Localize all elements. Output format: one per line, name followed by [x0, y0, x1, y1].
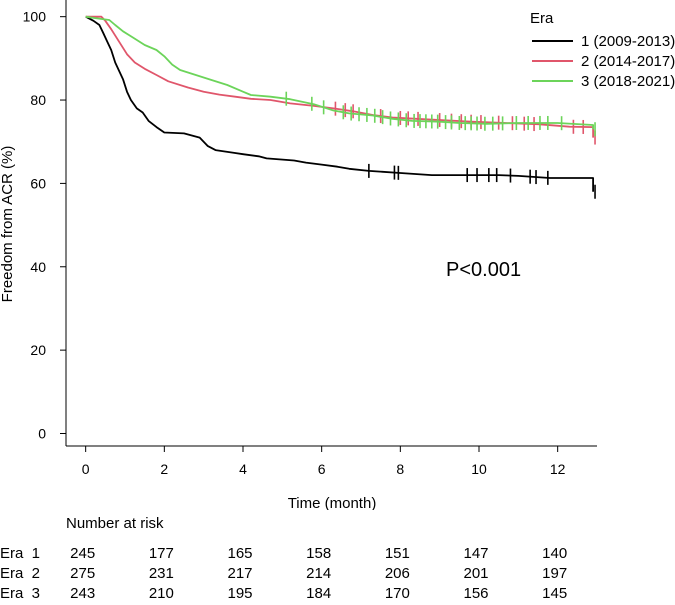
- risk-cell: 245: [70, 545, 96, 562]
- y-tick-label: 100: [23, 9, 47, 25]
- legend: Era 1 (2009-2013) 2 (2014-2017) 3 (2018-202…: [530, 10, 675, 90]
- y-tick-label: 60: [30, 175, 46, 191]
- risk-cell: 145: [542, 585, 568, 602]
- p-value-annotation: P<0.001: [446, 259, 521, 281]
- series-line: [85, 15, 594, 192]
- risk-row-label: Era 1: [0, 545, 41, 562]
- x-tick-label: 2: [160, 461, 168, 477]
- risk-cell: 177: [148, 545, 174, 562]
- x-tick-label: 10: [471, 461, 487, 477]
- risk-cell: 197: [542, 565, 568, 582]
- risk-cell: 195: [227, 585, 253, 602]
- x-tick-label: 6: [318, 461, 326, 477]
- risk-cell: 147: [463, 545, 489, 562]
- risk-cell: 206: [384, 565, 410, 582]
- risk-cell: 151: [384, 545, 410, 562]
- risk-cell: 140: [542, 545, 568, 562]
- risk-table-title: Number at risk: [66, 515, 164, 532]
- risk-row: Era 1 245 177 165 158 151 147 140: [0, 545, 675, 565]
- axes: 0 20 40 60 80 100 0 2 4 6 8 10 12: [23, 0, 597, 477]
- series-layer: [85, 15, 596, 199]
- x-tick-label: 0: [82, 461, 90, 477]
- x-axis-label: Time (month): [288, 495, 377, 510]
- series-2: [85, 15, 596, 145]
- risk-row-label: Era 2: [0, 565, 41, 582]
- risk-cell: 201: [463, 565, 489, 582]
- risk-cell: 158: [306, 545, 332, 562]
- legend-title: Era: [530, 10, 554, 27]
- risk-cell: 156: [463, 585, 489, 602]
- risk-row: Era 3 243 210 195 184 170 156 145: [0, 585, 675, 605]
- y-tick-label: 0: [38, 425, 46, 441]
- risk-cell: 231: [148, 565, 174, 582]
- risk-cell: 165: [227, 545, 253, 562]
- y-tick-label: 40: [30, 259, 46, 275]
- legend-label: 2 (2014-2017): [581, 53, 675, 70]
- y-tick-label: 20: [30, 342, 46, 358]
- series-3: [85, 15, 596, 137]
- legend-label: 3 (2018-2021): [581, 73, 675, 90]
- y-axis-label: Freedom from ACR (%): [0, 146, 16, 303]
- legend-label: 1 (2009-2013): [581, 33, 675, 50]
- risk-cell: 275: [70, 565, 96, 582]
- risk-row: Era 2 275 231 217 214 206 201 197: [0, 565, 675, 585]
- risk-cell: 184: [306, 585, 332, 602]
- risk-cell: 170: [384, 585, 410, 602]
- km-chart: 0 20 40 60 80 100 0 2 4 6 8 10 12 Era 1 (2009-2013) 2 …: [0, 0, 675, 510]
- legend-item: 2 (2014-2017): [532, 53, 675, 70]
- x-tick-label: 12: [550, 461, 566, 477]
- risk-cell: 243: [70, 585, 96, 602]
- risk-cell: 217: [227, 565, 253, 582]
- x-tick-label: 4: [239, 461, 247, 477]
- series-1: [85, 15, 596, 199]
- series-line: [85, 15, 594, 130]
- y-tick-label: 80: [30, 92, 46, 108]
- legend-item: 3 (2018-2021): [532, 73, 675, 90]
- x-tick-label: 8: [396, 461, 404, 477]
- risk-row-label: Era 3: [0, 585, 41, 602]
- risk-cell: 214: [306, 565, 332, 582]
- legend-item: 1 (2009-2013): [532, 33, 675, 50]
- risk-cell: 210: [148, 585, 174, 602]
